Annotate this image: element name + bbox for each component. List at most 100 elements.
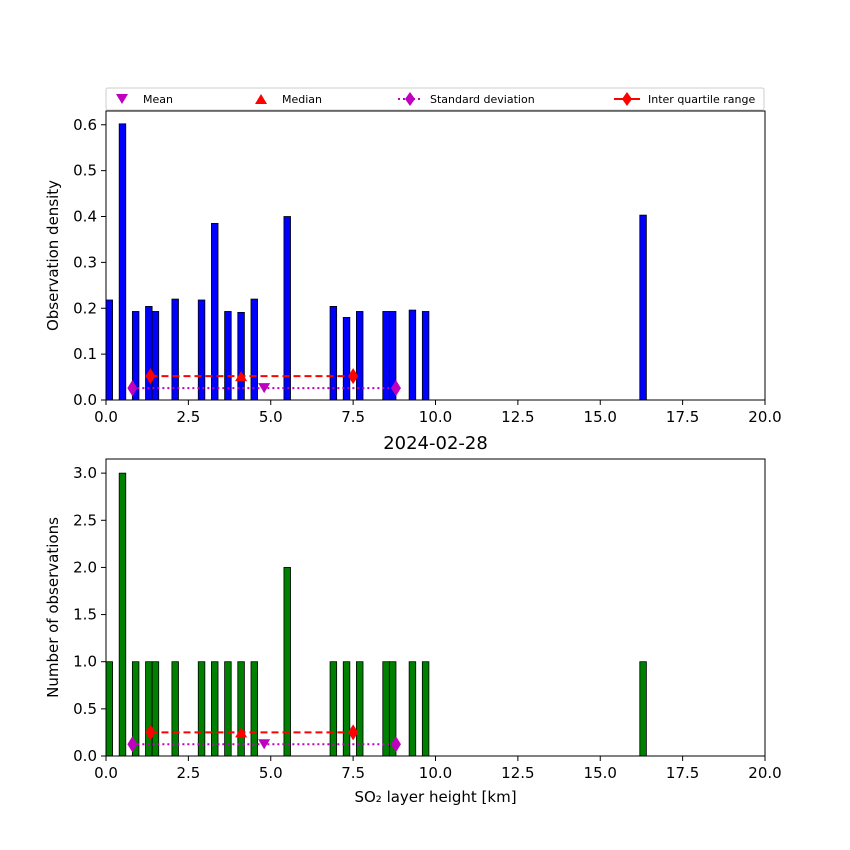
y-tick-label-5: 0.5	[73, 162, 97, 180]
bar-0	[105, 661, 113, 757]
top-bars	[105, 123, 647, 401]
bar-18	[421, 661, 430, 757]
bottom-bars	[105, 472, 647, 757]
bottom-axes-frame	[105, 458, 766, 757]
x-tick-label-1: 2.5	[176, 764, 200, 782]
bar-17	[408, 661, 417, 757]
bar-0	[105, 299, 113, 401]
bottom-y-axis-label: Number of observations	[44, 517, 62, 698]
y-tick-label-5: 2.5	[73, 511, 97, 529]
bar-3	[145, 306, 153, 401]
legend-mean-label: Mean	[143, 93, 173, 106]
bar-19	[639, 661, 647, 757]
bar-14	[356, 311, 364, 401]
iqr-high-marker	[348, 368, 359, 385]
top-axes-frame	[105, 110, 766, 401]
legend-mean: Mean	[116, 93, 173, 106]
top-ticks: 0.0 2.5 5.0 7.5 10.0 12.5 15.0 17.5 20.0 0.0 0.1 0.…	[73, 116, 782, 426]
iqr-low-marker	[145, 724, 156, 741]
x-tick-label-4: 10.0	[419, 764, 452, 782]
x-tick-label-0: 0.0	[94, 408, 118, 426]
x-tick-label-5: 12.5	[501, 408, 534, 426]
legend-iqr-label: Inter quartile range	[648, 93, 755, 106]
bar-13	[342, 661, 351, 757]
mean-marker-icon	[116, 94, 128, 104]
x-tick-label-7: 17.5	[666, 408, 699, 426]
median-marker	[235, 727, 248, 738]
x-tick-label-2: 5.0	[259, 764, 283, 782]
y-tick-label-3: 0.3	[73, 253, 97, 271]
x-tick-label-3: 7.5	[341, 408, 365, 426]
iqr-low-marker	[145, 368, 156, 385]
y-tick-label-6: 0.6	[73, 116, 97, 134]
bottom-ticks: 0.0 2.5 5.0 7.5 10.0 12.5 15.0 17.5 20.0 0.0 0.5 1.…	[73, 464, 782, 782]
bar-1	[118, 123, 127, 401]
std-high-marker	[390, 736, 401, 753]
bar-5	[171, 661, 179, 757]
iqr-high-marker	[348, 724, 359, 741]
y-tick-label-2: 0.2	[73, 299, 97, 317]
y-tick-label-2: 1.0	[73, 653, 97, 671]
bar-7	[211, 661, 219, 757]
y-tick-label-0: 0.0	[73, 747, 97, 765]
top-y-axis-label: Observation density	[44, 180, 62, 331]
bottom-chart: 2024-02-28 0.0 2.5 5.0 7.5 10.0 12.5 15.0 17.5 2…	[44, 433, 782, 806]
y-tick-label-4: 2.0	[73, 558, 97, 576]
top-stats	[127, 368, 401, 397]
std-marker-icon	[405, 92, 415, 106]
bar-12	[329, 661, 338, 757]
bottom-x-axis-label: SO₂ layer height [km]	[354, 788, 516, 806]
x-tick-label-0: 0.0	[94, 764, 118, 782]
legend-frame	[105, 87, 765, 111]
x-tick-label-8: 20.0	[748, 764, 781, 782]
bottom-chart-title: 2024-02-28	[383, 433, 488, 454]
bar-1	[118, 472, 127, 757]
bar-11	[283, 567, 291, 757]
y-tick-label-0: 0.0	[73, 391, 97, 409]
std-low-marker	[127, 736, 138, 753]
bar-5	[171, 298, 179, 401]
legend-median-label: Median	[282, 93, 322, 106]
bar-11	[283, 216, 291, 401]
y-tick-label-6: 3.0	[73, 464, 97, 482]
median-marker	[235, 371, 248, 382]
y-tick-label-1: 0.1	[73, 345, 97, 363]
mean-marker	[258, 383, 271, 394]
top-chart: 0.0 2.5 5.0 7.5 10.0 12.5 15.0 17.5 20.0 0.0 0.1 0.…	[44, 110, 782, 426]
bar-18	[421, 311, 430, 401]
bar-3	[145, 661, 153, 757]
bar-6	[197, 299, 206, 401]
x-tick-label-6: 15.0	[584, 408, 617, 426]
legend: Mean Median Standard deviation Inter qua…	[105, 87, 765, 111]
bar-17	[408, 309, 417, 401]
bar-12	[329, 306, 338, 401]
bar-8	[224, 661, 232, 757]
bar-19	[639, 214, 647, 401]
bar-8	[224, 311, 232, 401]
y-tick-label-3: 1.5	[73, 606, 97, 624]
bar-15	[382, 311, 390, 401]
bottom-stats	[127, 724, 401, 753]
bar-15	[382, 661, 390, 757]
legend-std-label: Standard deviation	[430, 93, 535, 106]
bar-4	[151, 661, 160, 757]
x-tick-label-1: 2.5	[176, 408, 200, 426]
x-tick-label-8: 20.0	[748, 408, 781, 426]
y-tick-label-1: 0.5	[73, 700, 97, 718]
legend-median: Median	[255, 93, 322, 106]
x-tick-label-6: 15.0	[584, 764, 617, 782]
x-tick-label-4: 10.0	[419, 408, 452, 426]
legend-iqr: Inter quartile range	[614, 92, 755, 106]
bar-14	[356, 661, 364, 757]
std-high-marker	[390, 380, 401, 397]
iqr-marker-icon	[622, 92, 632, 106]
std-low-marker	[127, 380, 138, 397]
bar-10	[250, 661, 258, 757]
y-tick-label-4: 0.4	[73, 208, 97, 226]
bar-10	[250, 298, 258, 401]
x-tick-label-5: 12.5	[501, 764, 534, 782]
bar-9	[237, 311, 245, 401]
x-tick-label-7: 17.5	[666, 764, 699, 782]
x-tick-label-3: 7.5	[341, 764, 365, 782]
